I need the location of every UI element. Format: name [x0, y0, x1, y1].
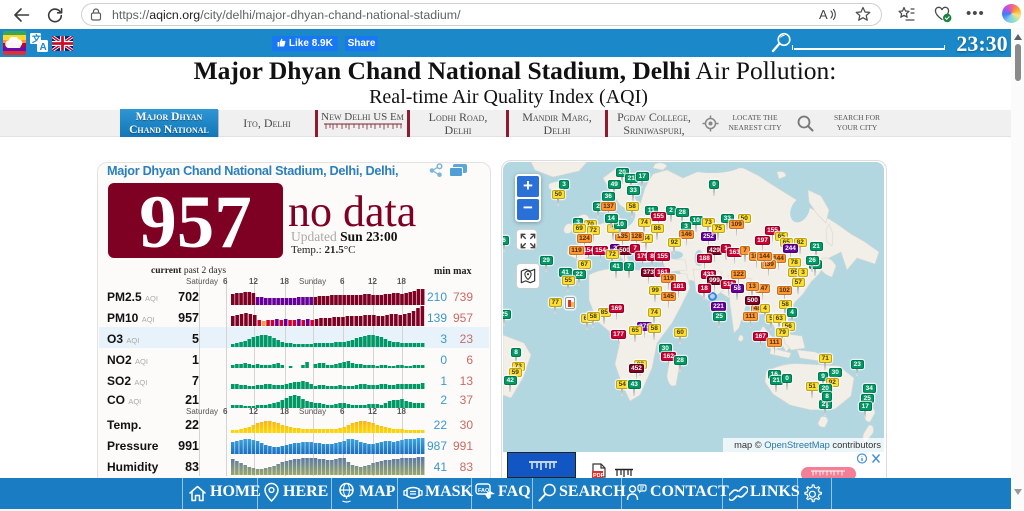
svg-text:PDF: PDF [593, 473, 605, 478]
svg-text:文: 文 [31, 33, 42, 44]
svg-text:A: A [40, 42, 47, 53]
svg-text:FAQ: FAQ [478, 488, 490, 494]
svg-text:A: A [819, 7, 828, 22]
